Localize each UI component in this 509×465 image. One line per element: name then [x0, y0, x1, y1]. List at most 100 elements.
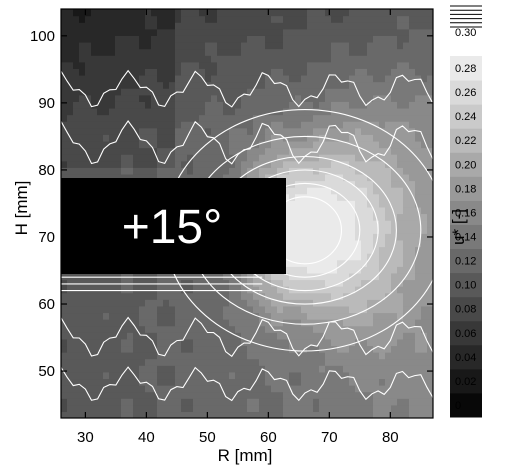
heat-cell	[361, 167, 368, 175]
heat-cell	[295, 61, 302, 69]
heat-cell	[373, 404, 380, 413]
heat-cell	[295, 220, 302, 228]
heat-cell	[235, 81, 242, 89]
heat-cell	[385, 200, 392, 208]
heat-cell	[277, 338, 284, 347]
heat-cell	[331, 147, 338, 155]
heat-cell	[223, 35, 230, 43]
heat-cell	[373, 61, 380, 69]
heat-cell	[289, 358, 296, 366]
heat-cell	[391, 233, 398, 241]
heat-cell	[211, 292, 218, 300]
heat-cell	[121, 173, 128, 182]
heat-cell	[373, 286, 380, 294]
heat-cell	[169, 94, 176, 102]
heat-cell	[109, 48, 116, 56]
heat-cell	[253, 147, 260, 155]
heat-cell	[217, 22, 224, 30]
heat-cell	[313, 220, 320, 228]
heat-cell	[187, 147, 194, 155]
heat-cell	[355, 299, 362, 307]
heat-cell	[109, 107, 116, 116]
heat-cell	[319, 41, 326, 50]
heat-cell	[133, 292, 140, 300]
heat-cell	[211, 28, 218, 36]
heat-cell	[421, 160, 428, 168]
heat-cell	[73, 292, 80, 300]
heat-cell	[391, 358, 398, 366]
heat-cell	[67, 94, 74, 102]
heat-cell	[409, 332, 416, 340]
heat-cell	[205, 15, 212, 23]
heat-cell	[391, 220, 398, 228]
heat-cell	[211, 167, 218, 175]
heat-cell	[253, 167, 260, 175]
heat-cell	[115, 398, 122, 406]
heat-cell	[73, 94, 80, 102]
heat-cell	[181, 299, 188, 307]
heat-cell	[397, 371, 404, 380]
heat-cell	[241, 371, 248, 380]
heat-cell	[265, 167, 272, 175]
heat-cell	[379, 365, 386, 373]
heat-cell	[109, 121, 116, 129]
heat-cell	[319, 312, 326, 320]
heat-cell	[127, 292, 134, 300]
heat-cell	[187, 312, 194, 320]
heat-cell	[415, 286, 422, 294]
heat-cell	[163, 272, 170, 281]
heat-cell	[199, 134, 206, 142]
heat-cell	[289, 107, 296, 116]
heat-cell	[175, 312, 182, 320]
heat-cell	[391, 28, 398, 36]
heat-cell	[331, 371, 338, 380]
heat-cell	[163, 68, 170, 76]
heat-cell	[301, 173, 308, 182]
heat-cell	[283, 68, 290, 76]
heat-cell	[217, 154, 224, 162]
heat-cell	[223, 404, 230, 413]
heat-cell	[313, 325, 320, 333]
heat-cell	[415, 121, 422, 129]
heat-cell	[403, 292, 410, 300]
heat-cell	[385, 398, 392, 406]
heat-cell	[91, 101, 98, 109]
heat-cell	[169, 68, 176, 76]
heat-cell	[307, 22, 314, 30]
heat-cell	[373, 305, 380, 314]
heat-cell	[151, 81, 158, 89]
heat-cell	[403, 325, 410, 333]
heat-cell	[97, 404, 104, 413]
heat-cell	[61, 68, 68, 76]
heat-cell	[355, 332, 362, 340]
heat-cell	[397, 193, 404, 201]
heat-cell	[331, 22, 338, 30]
heat-cell	[301, 147, 308, 155]
heat-cell	[61, 107, 68, 116]
heat-cell	[217, 114, 224, 122]
heat-cell	[379, 391, 386, 399]
heat-cell	[199, 332, 206, 340]
heat-cell	[313, 9, 320, 17]
heat-cell	[205, 107, 212, 116]
heat-cell	[391, 74, 398, 83]
heat-cell	[229, 319, 236, 327]
heat-cell	[397, 365, 404, 373]
heat-cell	[181, 121, 188, 129]
heat-cell	[109, 305, 116, 314]
heat-cell	[415, 68, 422, 76]
heat-cell	[295, 41, 302, 50]
heat-cell	[295, 160, 302, 168]
heat-cell	[85, 319, 92, 327]
heat-cell	[265, 101, 272, 109]
heat-cell	[361, 213, 368, 221]
heat-cell	[151, 391, 158, 399]
heat-cell	[385, 378, 392, 386]
heat-cell	[193, 134, 200, 142]
heat-cell	[355, 206, 362, 215]
heat-cell	[175, 121, 182, 129]
heat-cell	[103, 61, 110, 69]
heat-cell	[151, 345, 158, 353]
heat-cell	[79, 154, 86, 162]
heat-cell	[253, 55, 260, 63]
